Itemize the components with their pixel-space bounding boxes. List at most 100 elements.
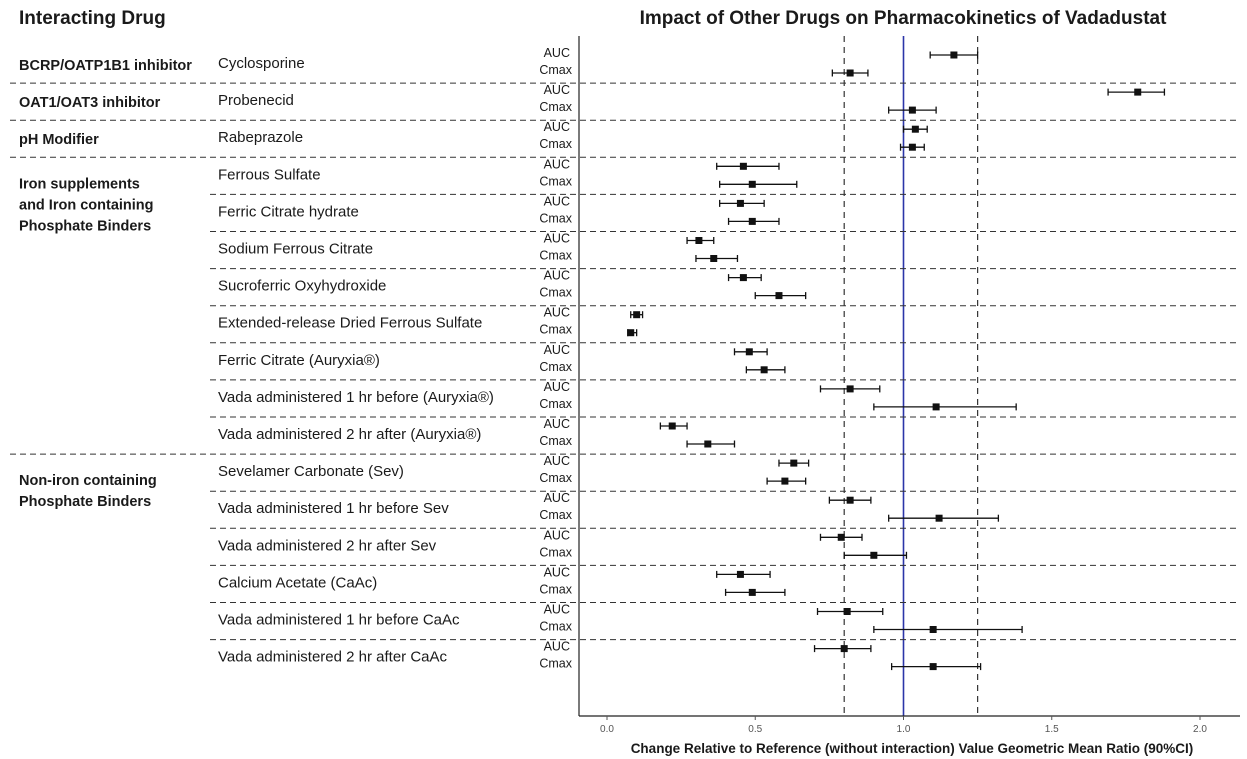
param-label-cmax: Cmax [539, 249, 572, 263]
x-tick-label: 1.0 [897, 724, 911, 735]
point-estimate-cmax [908, 106, 916, 114]
category-label: Phosphate Binders [19, 494, 151, 510]
point-estimate-auc [736, 199, 744, 207]
drug-labels: BCRP/OATP1B1 inhibitor OAT1/OAT3 inhibito… [19, 46, 573, 671]
x-tick-label: 0.0 [600, 724, 614, 735]
point-estimate-cmax [627, 329, 635, 337]
point-estimate-auc [840, 645, 848, 653]
x-tick-label: 0.5 [748, 724, 762, 735]
drug-label: Sucroferric Oxyhydroxide [218, 278, 386, 295]
category-label: and Iron containing [19, 197, 154, 213]
drug-label: Cyclosporine [218, 55, 305, 72]
param-label-auc: AUC [544, 380, 570, 394]
param-label-auc: AUC [544, 640, 570, 654]
drug-label: Ferrous Sulfate [218, 166, 321, 183]
drug-label: Vada administered 1 hr before CaAc [218, 612, 460, 629]
param-label-cmax: Cmax [539, 323, 572, 337]
param-label-cmax: Cmax [539, 360, 572, 374]
param-label-cmax: Cmax [539, 508, 572, 522]
drug-label: Vada administered 2 hr after (Auryxia®) [218, 426, 481, 443]
point-estimate-auc [790, 459, 798, 467]
point-estimate-auc [736, 570, 744, 578]
point-estimate-auc [911, 125, 919, 133]
plot-marks [627, 51, 1166, 671]
drug-label: Ferric Citrate (Auryxia®) [218, 352, 380, 369]
category-label: BCRP/OATP1B1 inhibitor [19, 58, 192, 74]
drug-label: Vada administered 1 hr before (Auryxia®) [218, 389, 494, 406]
param-label-cmax: Cmax [539, 211, 572, 225]
point-estimate-cmax [748, 180, 756, 188]
point-estimate-auc [745, 348, 753, 356]
drug-label: Extended-release Dried Ferrous Sulfate [218, 315, 482, 332]
param-label-cmax: Cmax [539, 63, 572, 77]
point-estimate-auc [739, 274, 747, 282]
param-label-auc: AUC [544, 528, 570, 542]
x-tick-label: 2.0 [1193, 724, 1207, 735]
chart-title: Impact of Other Drugs on Pharmacokinetic… [640, 8, 1168, 29]
point-estimate-auc [668, 422, 676, 430]
drug-label: Ferric Citrate hydrate [218, 203, 359, 220]
param-label-cmax: Cmax [539, 286, 572, 300]
left-header: Interacting Drug [19, 8, 166, 29]
point-estimate-auc [633, 311, 641, 319]
param-label-auc: AUC [544, 157, 570, 171]
param-label-cmax: Cmax [539, 397, 572, 411]
point-estimate-cmax [704, 440, 712, 448]
point-estimate-cmax [929, 663, 937, 671]
param-label-auc: AUC [544, 194, 570, 208]
param-label-auc: AUC [544, 46, 570, 60]
plot-grid [10, 36, 1240, 716]
point-estimate-cmax [846, 69, 854, 77]
x-axis: 0.0 0.5 1.0 1.5 2.0 [578, 36, 1240, 735]
point-estimate-cmax [760, 366, 768, 374]
category-label: Phosphate Binders [19, 218, 151, 234]
param-label-cmax: Cmax [539, 545, 572, 559]
param-label-cmax: Cmax [539, 100, 572, 114]
param-label-cmax: Cmax [539, 657, 572, 671]
x-axis-label: Change Relative to Reference (without in… [631, 741, 1194, 756]
param-label-auc: AUC [544, 454, 570, 468]
point-estimate-cmax [775, 292, 783, 300]
x-tick-label: 1.5 [1045, 724, 1059, 735]
param-label-cmax: Cmax [539, 620, 572, 634]
drug-label: Calcium Acetate (CaAc) [218, 574, 377, 591]
category-label: Iron supplements [19, 176, 140, 192]
point-estimate-cmax [935, 514, 943, 522]
drug-label: Probenecid [218, 92, 294, 109]
point-estimate-auc [846, 385, 854, 393]
param-label-auc: AUC [544, 603, 570, 617]
point-estimate-auc [837, 533, 845, 541]
category-label: OAT1/OAT3 inhibitor [19, 95, 161, 111]
category-label: Non-iron containing [19, 473, 157, 489]
param-label-auc: AUC [544, 83, 570, 97]
point-estimate-cmax [710, 255, 718, 262]
point-estimate-cmax [748, 217, 756, 225]
point-estimate-cmax [932, 403, 940, 411]
drug-label: Vada administered 1 hr before Sev [218, 500, 449, 517]
param-label-auc: AUC [544, 232, 570, 246]
drug-label: Sodium Ferrous Citrate [218, 241, 373, 258]
drug-label: Rabeprazole [218, 129, 303, 146]
point-estimate-auc [1134, 88, 1142, 96]
param-label-auc: AUC [544, 306, 570, 320]
param-label-cmax: Cmax [539, 582, 572, 596]
point-estimate-cmax [748, 588, 756, 596]
category-label: pH Modifier [19, 132, 99, 148]
param-label-auc: AUC [544, 343, 570, 357]
point-estimate-cmax [781, 477, 789, 485]
param-label-cmax: Cmax [539, 137, 572, 151]
param-label-auc: AUC [544, 120, 570, 134]
param-label-cmax: Cmax [539, 471, 572, 485]
param-label-cmax: Cmax [539, 174, 572, 188]
drug-label: Sevelamer Carbonate (Sev) [218, 463, 404, 480]
point-estimate-auc [695, 237, 703, 244]
point-estimate-auc [950, 51, 958, 59]
point-estimate-cmax [908, 143, 916, 151]
param-label-cmax: Cmax [539, 434, 572, 448]
param-label-auc: AUC [544, 491, 570, 505]
param-label-auc: AUC [544, 417, 570, 431]
point-estimate-auc [739, 162, 747, 170]
drug-label: Vada administered 2 hr after Sev [218, 537, 437, 554]
point-estimate-auc [846, 496, 854, 504]
